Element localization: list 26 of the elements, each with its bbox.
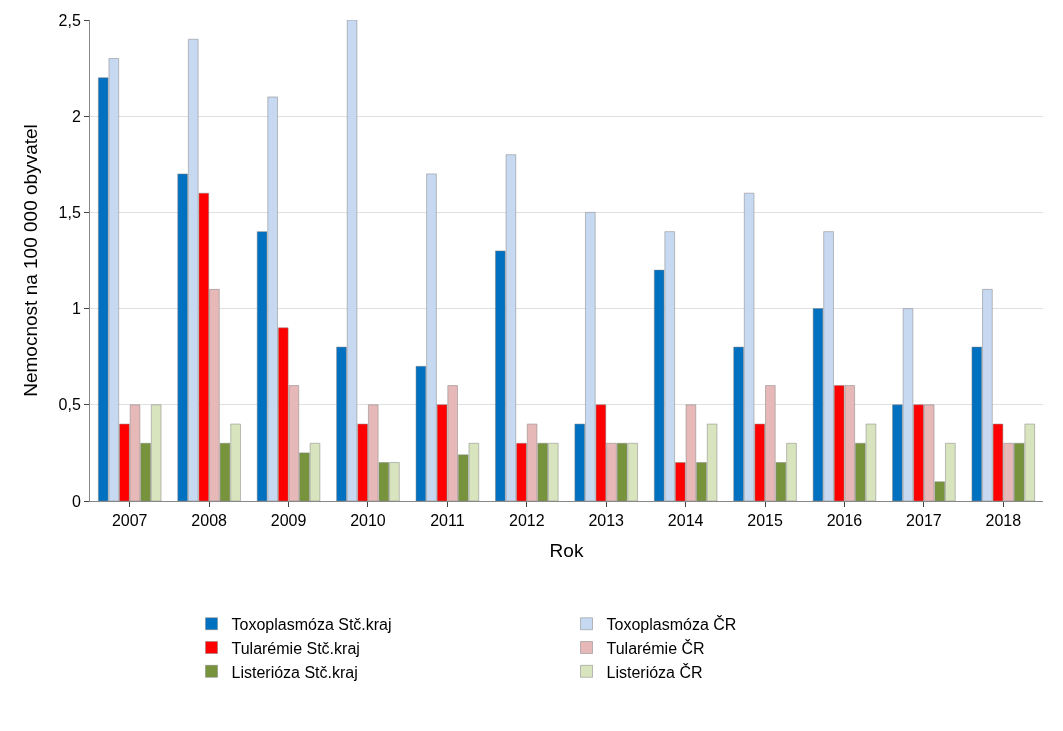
y-tick-label: 2,5 bbox=[58, 11, 81, 29]
legend-label: Tularémie ČR bbox=[606, 638, 705, 657]
x-tick-label: 2013 bbox=[588, 512, 625, 530]
legend-label: Toxoplasmóza ČR bbox=[606, 614, 737, 633]
y-axis-title: Nemocnost na 100 000 obyvatel bbox=[20, 124, 42, 397]
x-tick-label: 2008 bbox=[191, 512, 228, 530]
legend-label: Toxoplasmóza Stč.kraj bbox=[231, 615, 392, 633]
x-tick-label: 2010 bbox=[350, 512, 386, 530]
y-tick-label: 2 bbox=[71, 107, 81, 125]
x-tick-label: 2009 bbox=[270, 512, 307, 530]
x-tick-label: 2012 bbox=[508, 512, 545, 530]
y-tick-label: 1,5 bbox=[58, 204, 81, 221]
x-tick-label: 2011 bbox=[430, 512, 465, 530]
x-tick-label: 2014 bbox=[667, 512, 704, 530]
y-tick-label: 1 bbox=[71, 300, 81, 318]
x-tick-label: 2015 bbox=[747, 512, 783, 530]
y-tick-label: 0,5 bbox=[58, 396, 81, 414]
x-tick-label: 2007 bbox=[111, 512, 148, 530]
legend-label: Tularémie Stč.kraj bbox=[231, 639, 360, 657]
x-axis-title: Rok bbox=[549, 540, 584, 561]
legend-label: Listerióza Stč.kraj bbox=[231, 663, 358, 681]
x-tick-label: 2018 bbox=[985, 512, 1022, 530]
y-tick-label: 0 bbox=[71, 492, 81, 510]
x-tick-label: 2016 bbox=[826, 512, 863, 530]
x-tick-label: 2017 bbox=[906, 512, 942, 530]
legend-label: Listerióza ČR bbox=[606, 662, 703, 681]
